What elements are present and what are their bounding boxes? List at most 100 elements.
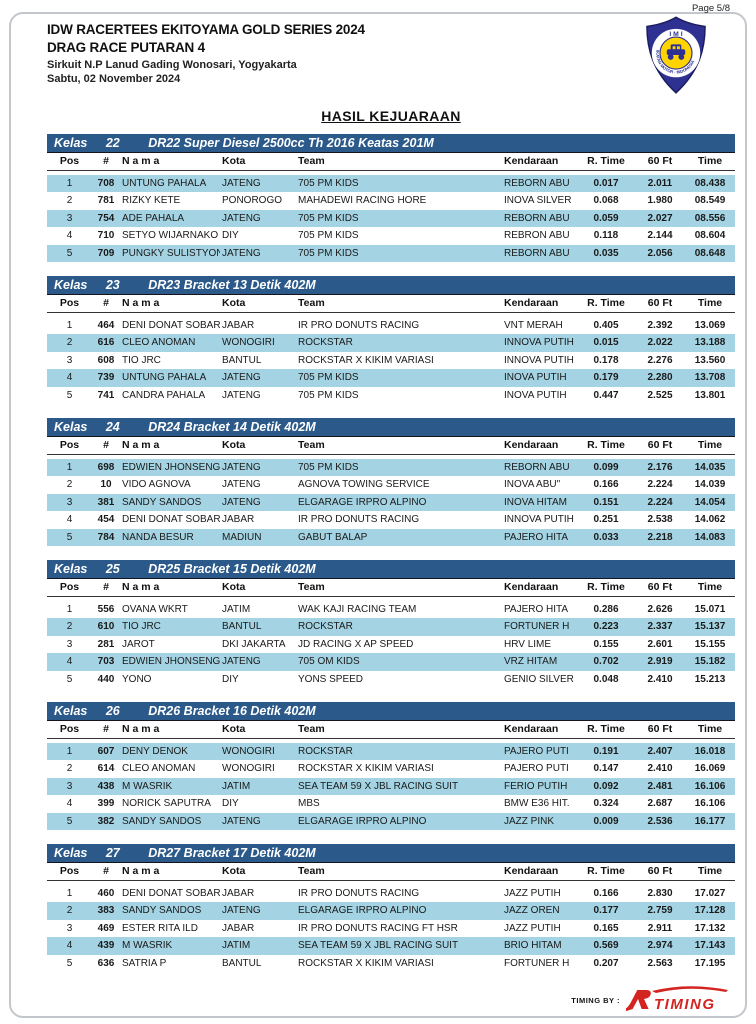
cell-time: 08.556 [685, 209, 735, 227]
cell-nama: DENI DONAT SOBARI [122, 319, 220, 331]
result-row: 1 556 OVANA WKRT JATIM WAK KAJI RACING TEAM P… [47, 601, 735, 619]
cell-num: 616 [92, 334, 120, 352]
cell-kendaraan: INNOVA PUTIH [504, 514, 574, 526]
column-header: N a m a [122, 581, 160, 593]
cell-pos: 1 [66, 603, 73, 615]
cell-pos: 1 [66, 887, 73, 899]
cell-time: 15.071 [694, 603, 726, 615]
cell-nama: VIDO AGNOVA [122, 479, 191, 491]
column-header: Kota [222, 297, 246, 309]
column-header: R. Time [587, 297, 625, 309]
cell-num: 739 [92, 369, 120, 387]
cell-nama: DENY DENOK [120, 742, 220, 760]
column-header: Pos [59, 155, 80, 167]
class-kelas-label: Kelas [54, 420, 88, 434]
cell-r_time: 0.118 [593, 230, 619, 242]
cell-num: 460 [97, 887, 115, 899]
class-results-section: Kelas 22 DR22 Super Diesel 2500cc Th 201… [47, 134, 735, 262]
cell-kota: JATIM [220, 777, 296, 795]
cell-kota: WONOGIRI [220, 742, 296, 760]
cell-time: 14.083 [685, 528, 735, 546]
cell-ft_60: 2.830 [647, 887, 673, 899]
cell-team: IR PRO DONUTS RACING [298, 319, 420, 331]
cell-ft_60: 2.538 [647, 514, 673, 526]
cell-kota: JATENG [220, 369, 296, 387]
cell-r_time: 0.177 [577, 902, 635, 920]
column-header: N a m a [122, 439, 160, 451]
column-header-row: Pos # N a m a Kota Team Kendaraan R. Time 60 Ft… [47, 863, 735, 881]
cell-r_time: 0.166 [593, 887, 619, 899]
class-number: 25 [105, 562, 120, 576]
cell-team: IR PRO DONUTS RACING [298, 887, 420, 899]
result-row: 1 607 DENY DENOK WONOGIRI ROCKSTAR PAJERO PUT… [47, 742, 735, 760]
column-header: Kendaraan [504, 297, 559, 309]
cell-pos: 1 [66, 319, 73, 331]
cell-r_time: 0.324 [593, 798, 619, 810]
cell-team: IR PRO DONUTS RACING FT HSR [298, 922, 458, 934]
column-header-row: Pos # N a m a Kota Team Kendaraan R. Time 60 Ft… [47, 153, 735, 171]
cell-num: 10 [100, 479, 112, 491]
cell-nama: SETYO WIJARNAKO [122, 230, 219, 242]
column-header: 60 Ft [647, 581, 673, 593]
result-row: 4 454 DENI DONAT SOBARI JABAR IR PRO DONUTS … [47, 511, 735, 529]
cell-kendaraan: INOVA HITAM [502, 493, 577, 511]
cell-team: GABUT BALAP [296, 528, 502, 546]
cell-nama: CANDRA PAHALA [122, 389, 206, 401]
cell-nama: CLEO ANOMAN [122, 763, 196, 775]
cell-pos: 1 [47, 742, 92, 760]
result-row: 1 464 DENI DONAT SOBARI JABAR IR PRO DONUTS … [47, 317, 735, 335]
cell-kota: BANTUL [222, 957, 262, 969]
cell-nama: UNTUNG PAHALA [120, 369, 220, 387]
cell-r_time: 0.178 [593, 354, 619, 366]
cell-r_time: 0.048 [593, 673, 619, 685]
cell-team: 705 PM KIDS [296, 244, 502, 262]
cell-team: ROCKSTAR X KIKIM VARIASI [298, 354, 434, 366]
cell-ft_60: 2.919 [635, 653, 685, 671]
cell-time: 16.177 [685, 812, 735, 830]
result-row: 1 460 DENI DONAT SOBARI JABAR IR PRO DONUTS … [47, 885, 735, 903]
cell-ft_60: 2.911 [647, 922, 673, 934]
cell-time: 15.182 [685, 653, 735, 671]
cell-nama: M WASRIK [120, 777, 220, 795]
cell-time: 13.560 [694, 354, 726, 366]
cell-num: 781 [97, 195, 115, 207]
cell-pos: 3 [66, 922, 73, 934]
cell-ft_60: 2.410 [647, 763, 673, 775]
cell-time: 14.035 [685, 458, 735, 476]
cell-team: JD RACING X AP SPEED [298, 638, 414, 650]
result-row: 1 698 EDWIEN JHONSENG JATENG 705 PM KIDS REBO… [47, 458, 735, 476]
cell-kendaraan: HRV LIME [504, 638, 552, 650]
cell-nama: ADE PAHALA [120, 209, 220, 227]
cell-kendaraan: INOVA PUTIH [504, 389, 567, 401]
class-title: DR22 Super Diesel 2500cc Th 2016 Keatas … [148, 136, 434, 150]
cell-kendaraan: PAJERO HITA [502, 528, 577, 546]
column-header: Time [697, 581, 723, 593]
cell-time: 14.054 [685, 493, 735, 511]
cell-team: YONS SPEED [298, 673, 364, 685]
cell-nama: EDWIEN JHONSENG [120, 458, 220, 476]
class-kelas-label: Kelas [54, 846, 88, 860]
timing-logo-text: TIMING [654, 996, 716, 1013]
cell-kota: JATENG [220, 209, 296, 227]
event-date: Sabtu, 02 November 2024 [47, 73, 181, 85]
result-row: 4 739 UNTUNG PAHALA JATENG 705 PM KIDS INOVA … [47, 369, 735, 387]
cell-pos: 3 [47, 209, 92, 227]
column-header: Team [298, 155, 325, 167]
cell-r_time: 0.147 [593, 763, 619, 775]
column-header: 60 Ft [647, 865, 673, 877]
cell-ft_60: 2.410 [647, 673, 673, 685]
cell-ft_60: 2.276 [647, 354, 673, 366]
cell-pos: 4 [66, 514, 73, 526]
cell-pos: 5 [66, 957, 73, 969]
cell-r_time: 0.702 [577, 653, 635, 671]
cell-pos: 4 [66, 230, 73, 242]
class-title: DR27 Bracket 17 Detik 402M [148, 846, 316, 860]
jr-timing-logo: TIMING [626, 986, 728, 1013]
class-header-bar: Kelas 26 DR26 Bracket 16 Detik 402M [47, 702, 735, 721]
cell-ft_60: 2.011 [635, 174, 685, 192]
results-body: 1 607 DENY DENOK WONOGIRI ROCKSTAR PAJERO PUT… [47, 738, 735, 830]
result-row: 2 614 CLEO ANOMAN WONOGIRI ROCKSTAR X KIKIM … [47, 760, 735, 778]
column-header: Kota [222, 581, 246, 593]
cell-nama: OVANA WKRT [122, 603, 188, 615]
